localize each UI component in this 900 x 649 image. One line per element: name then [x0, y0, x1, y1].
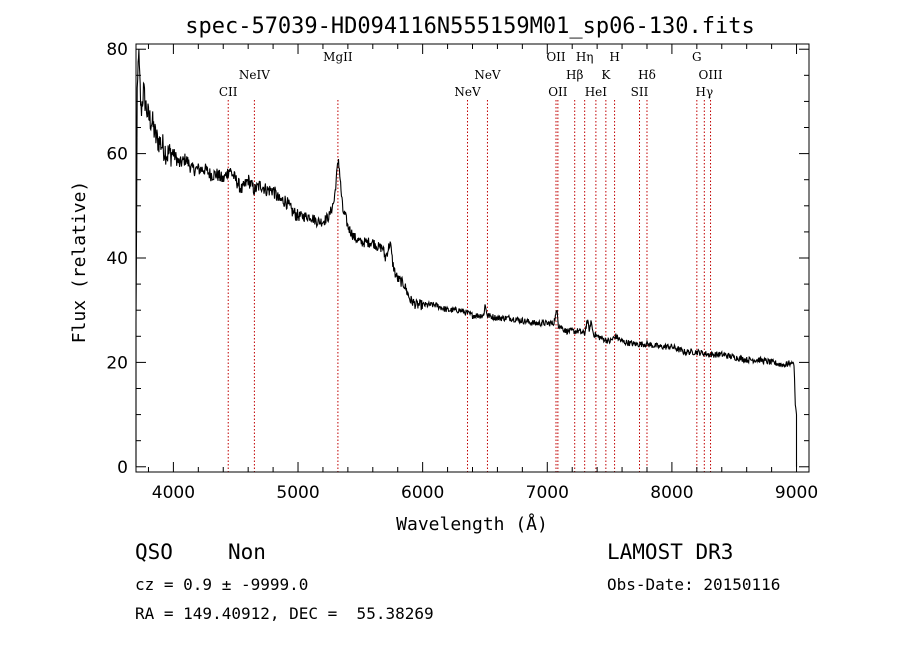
- spectral-line-label: NeIV: [239, 68, 270, 82]
- chart-title: spec-57039-HD094116N555159M01_sp06-130.f…: [185, 14, 755, 39]
- x-axis-label: Wavelength (Å): [396, 513, 548, 535]
- spectral-line-label: Hβ: [566, 68, 583, 82]
- x-tick-label: 8000: [650, 483, 693, 503]
- object-class: QSO: [135, 540, 173, 564]
- spectral-line-label: K: [601, 68, 611, 82]
- x-tick-label: 5000: [276, 483, 319, 503]
- spectral-line-label: MgII: [323, 50, 353, 64]
- object-subclass: Non: [228, 540, 266, 564]
- spectral-line-label: Hη: [576, 50, 594, 64]
- spectral-line-label: OII: [548, 85, 568, 99]
- x-tick-label: 4000: [152, 483, 195, 503]
- y-tick-label: 0: [117, 458, 128, 478]
- y-tick-label: 80: [106, 40, 128, 60]
- spectrum-series-line: [135, 49, 798, 467]
- spectral-line-label: Hδ: [638, 68, 656, 82]
- spectral-line-label: CII: [219, 85, 238, 99]
- observation-date: Obs-Date: 20150116: [607, 575, 780, 594]
- spectral-line-label: Hγ: [695, 85, 713, 99]
- y-axis: 0 20 40 60 80: [106, 40, 809, 478]
- survey-name: LAMOST DR3: [607, 540, 733, 564]
- x-tick-label: 9000: [775, 483, 818, 503]
- spectral-line-label: HeI: [585, 85, 608, 99]
- y-tick-label: 40: [106, 249, 128, 269]
- y-axis-label: Flux (relative): [69, 181, 90, 344]
- x-axis: 4000 5000 6000 7000 8000 9000: [147, 44, 818, 503]
- spectral-line-label: OIII: [699, 68, 723, 82]
- x-tick-label: 7000: [526, 483, 569, 503]
- spectral-line-label: NeV: [474, 68, 501, 82]
- spectral-line-label: G: [692, 50, 702, 64]
- spectral-line-label: H: [609, 50, 619, 64]
- x-tick-label: 6000: [401, 483, 444, 503]
- plot-frame: [135, 43, 810, 473]
- spectral-line-label: NeV: [454, 85, 481, 99]
- spectral-line-markers: CIINeIVMgIINeVNeVOIIOIIHβHηHeIKHSIIHδGHγ…: [219, 50, 723, 472]
- redshift-info: cz = 0.9 ± -9999.0: [135, 575, 308, 594]
- ra-dec-info: RA = 149.40912, DEC = 55.38269: [135, 604, 434, 623]
- spectral-line-label: SII: [631, 85, 649, 99]
- y-tick-label: 60: [106, 145, 128, 165]
- spectral-line-label: OII: [546, 50, 566, 64]
- y-tick-label: 20: [106, 353, 128, 373]
